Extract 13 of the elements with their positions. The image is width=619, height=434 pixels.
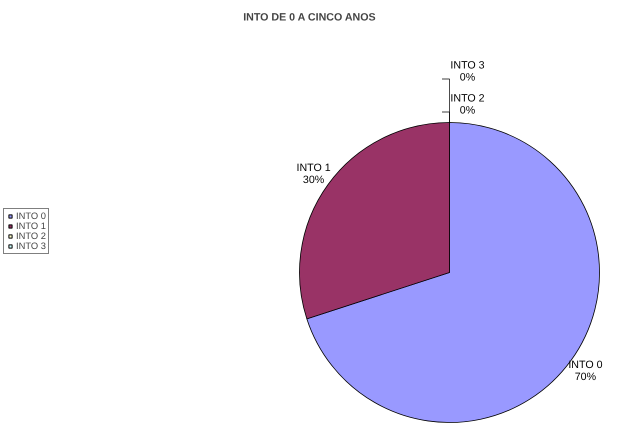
text: 0%: [460, 72, 476, 84]
category-label: INTO 2: [450, 92, 485, 104]
slice-label: INTO 1: [296, 162, 331, 174]
data-label: 30%: [302, 174, 325, 186]
legend-label: INTO 1: [16, 221, 46, 231]
chart-title: INTO DE 0 A CINCO ANOS: [243, 12, 376, 24]
legend-label: INTO 3: [16, 241, 46, 251]
slice-label: INTO 0: [568, 359, 603, 372]
data-label: 70%: [574, 371, 597, 384]
legend-label: INTO 0: [16, 211, 46, 221]
text: 0%: [460, 104, 476, 116]
legend-label: INTO 2: [16, 231, 46, 241]
category-label: INTO 3: [450, 60, 485, 72]
